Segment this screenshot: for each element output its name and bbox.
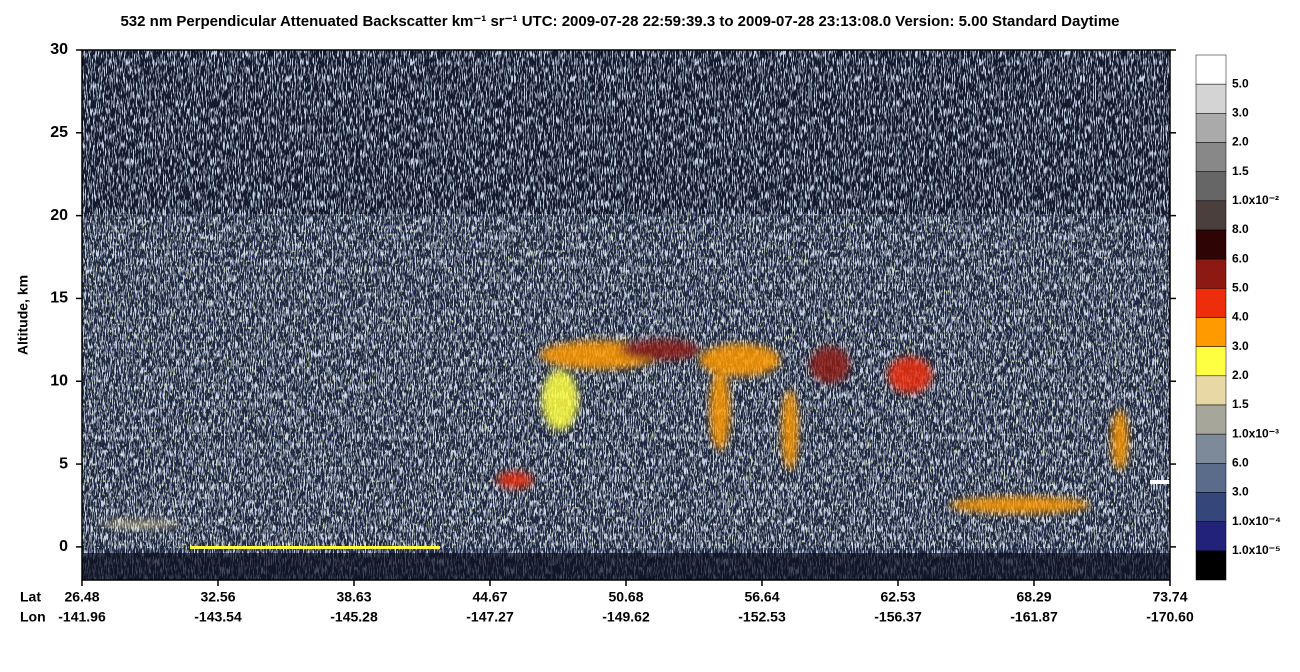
colorbar-box <box>1195 258 1227 289</box>
colorbar-box <box>1195 404 1227 435</box>
colorbar-box <box>1195 171 1227 202</box>
y-tick-label: 20 <box>50 207 68 224</box>
y-tick-label: 5 <box>59 455 68 472</box>
x-tick-label: -156.37 <box>874 609 922 625</box>
colorbar-box <box>1195 83 1227 114</box>
colorbar-box <box>1195 317 1227 347</box>
colorbar-label: 5.0 <box>1232 281 1249 295</box>
colorbar-label: 1.5 <box>1232 164 1249 178</box>
y-tick-label: 10 <box>50 372 68 389</box>
x-row-name: Lat <box>20 589 41 605</box>
x-tick-label: -145.28 <box>330 609 378 625</box>
colorbar-label: 1.0x10⁻² <box>1232 193 1279 207</box>
x-tick-label: 32.56 <box>200 589 235 605</box>
colorbar-label: 1.0x10⁻⁴ <box>1232 514 1281 528</box>
colorbar-box <box>1195 142 1227 172</box>
x-tick-label: -152.53 <box>738 609 786 625</box>
colorbar-box <box>1195 550 1227 581</box>
y-axis-label: Altitude, km <box>15 275 31 355</box>
colorbar-label: 1.0x10⁻³ <box>1232 426 1279 440</box>
colorbar-box <box>1195 288 1227 318</box>
x-tick-label: 73.74 <box>1152 589 1187 605</box>
y-tick-label: 15 <box>50 290 68 307</box>
colorbar-label: 2.0 <box>1232 135 1249 149</box>
colorbar-box <box>1195 463 1227 493</box>
colorbar-label: 4.0 <box>1232 310 1249 324</box>
colorbar-box <box>1195 521 1227 552</box>
colorbar-label: 6.0 <box>1232 456 1249 470</box>
x-tick-label: -170.60 <box>1146 609 1194 625</box>
colorbar-label: 8.0 <box>1232 222 1249 236</box>
colorbar-label: 3.0 <box>1232 339 1249 353</box>
x-tick-label: -161.87 <box>1010 609 1058 625</box>
colorbar-box <box>1195 433 1227 464</box>
x-row-name: Lon <box>20 609 46 625</box>
x-tick-label: -147.27 <box>466 609 514 625</box>
plot-image <box>82 50 1170 580</box>
colorbar-label: 6.0 <box>1232 251 1249 265</box>
colorbar-label: 2.0 <box>1232 368 1249 382</box>
axes: 0 5 10 15 20 25 30 Lat 26.48 32.56 38.63 44.67 50.68… <box>20 41 1281 624</box>
x-tick-label: 56.64 <box>744 589 779 605</box>
colorbar-label: 5.0 <box>1232 76 1249 90</box>
x-tick-label: 68.29 <box>1016 589 1051 605</box>
y-tick-label: 0 <box>59 538 68 555</box>
x-tick-label: 62.53 <box>880 589 915 605</box>
colorbar-label: 3.0 <box>1232 106 1249 120</box>
colorbar-box <box>1195 375 1227 406</box>
colorbar-box <box>1195 229 1227 260</box>
colorbar-box <box>1195 346 1227 377</box>
colorbar-box <box>1195 54 1227 85</box>
colorbar-box <box>1195 492 1227 522</box>
x-tick-label: -149.62 <box>602 609 650 625</box>
y-tick-label: 25 <box>50 124 68 141</box>
colorbar-label: 1.5 <box>1232 397 1249 411</box>
x-tick-label: 38.63 <box>336 589 371 605</box>
y-tick-label: 30 <box>50 41 68 58</box>
x-tick-label: 26.48 <box>64 589 99 605</box>
x-tick-label: -141.96 <box>58 609 106 625</box>
x-tick-label: -143.54 <box>194 609 242 625</box>
colorbar-box <box>1195 113 1227 143</box>
colorbar-label: 3.0 <box>1232 485 1249 499</box>
x-tick-label: 50.68 <box>608 589 643 605</box>
colorbar-label: 1.0x10⁻⁵ <box>1232 543 1281 557</box>
x-tick-label: 44.67 <box>472 589 507 605</box>
chart-title: 532 nm Perpendicular Attenuated Backscat… <box>120 13 1119 30</box>
colorbar-box <box>1195 200 1227 231</box>
